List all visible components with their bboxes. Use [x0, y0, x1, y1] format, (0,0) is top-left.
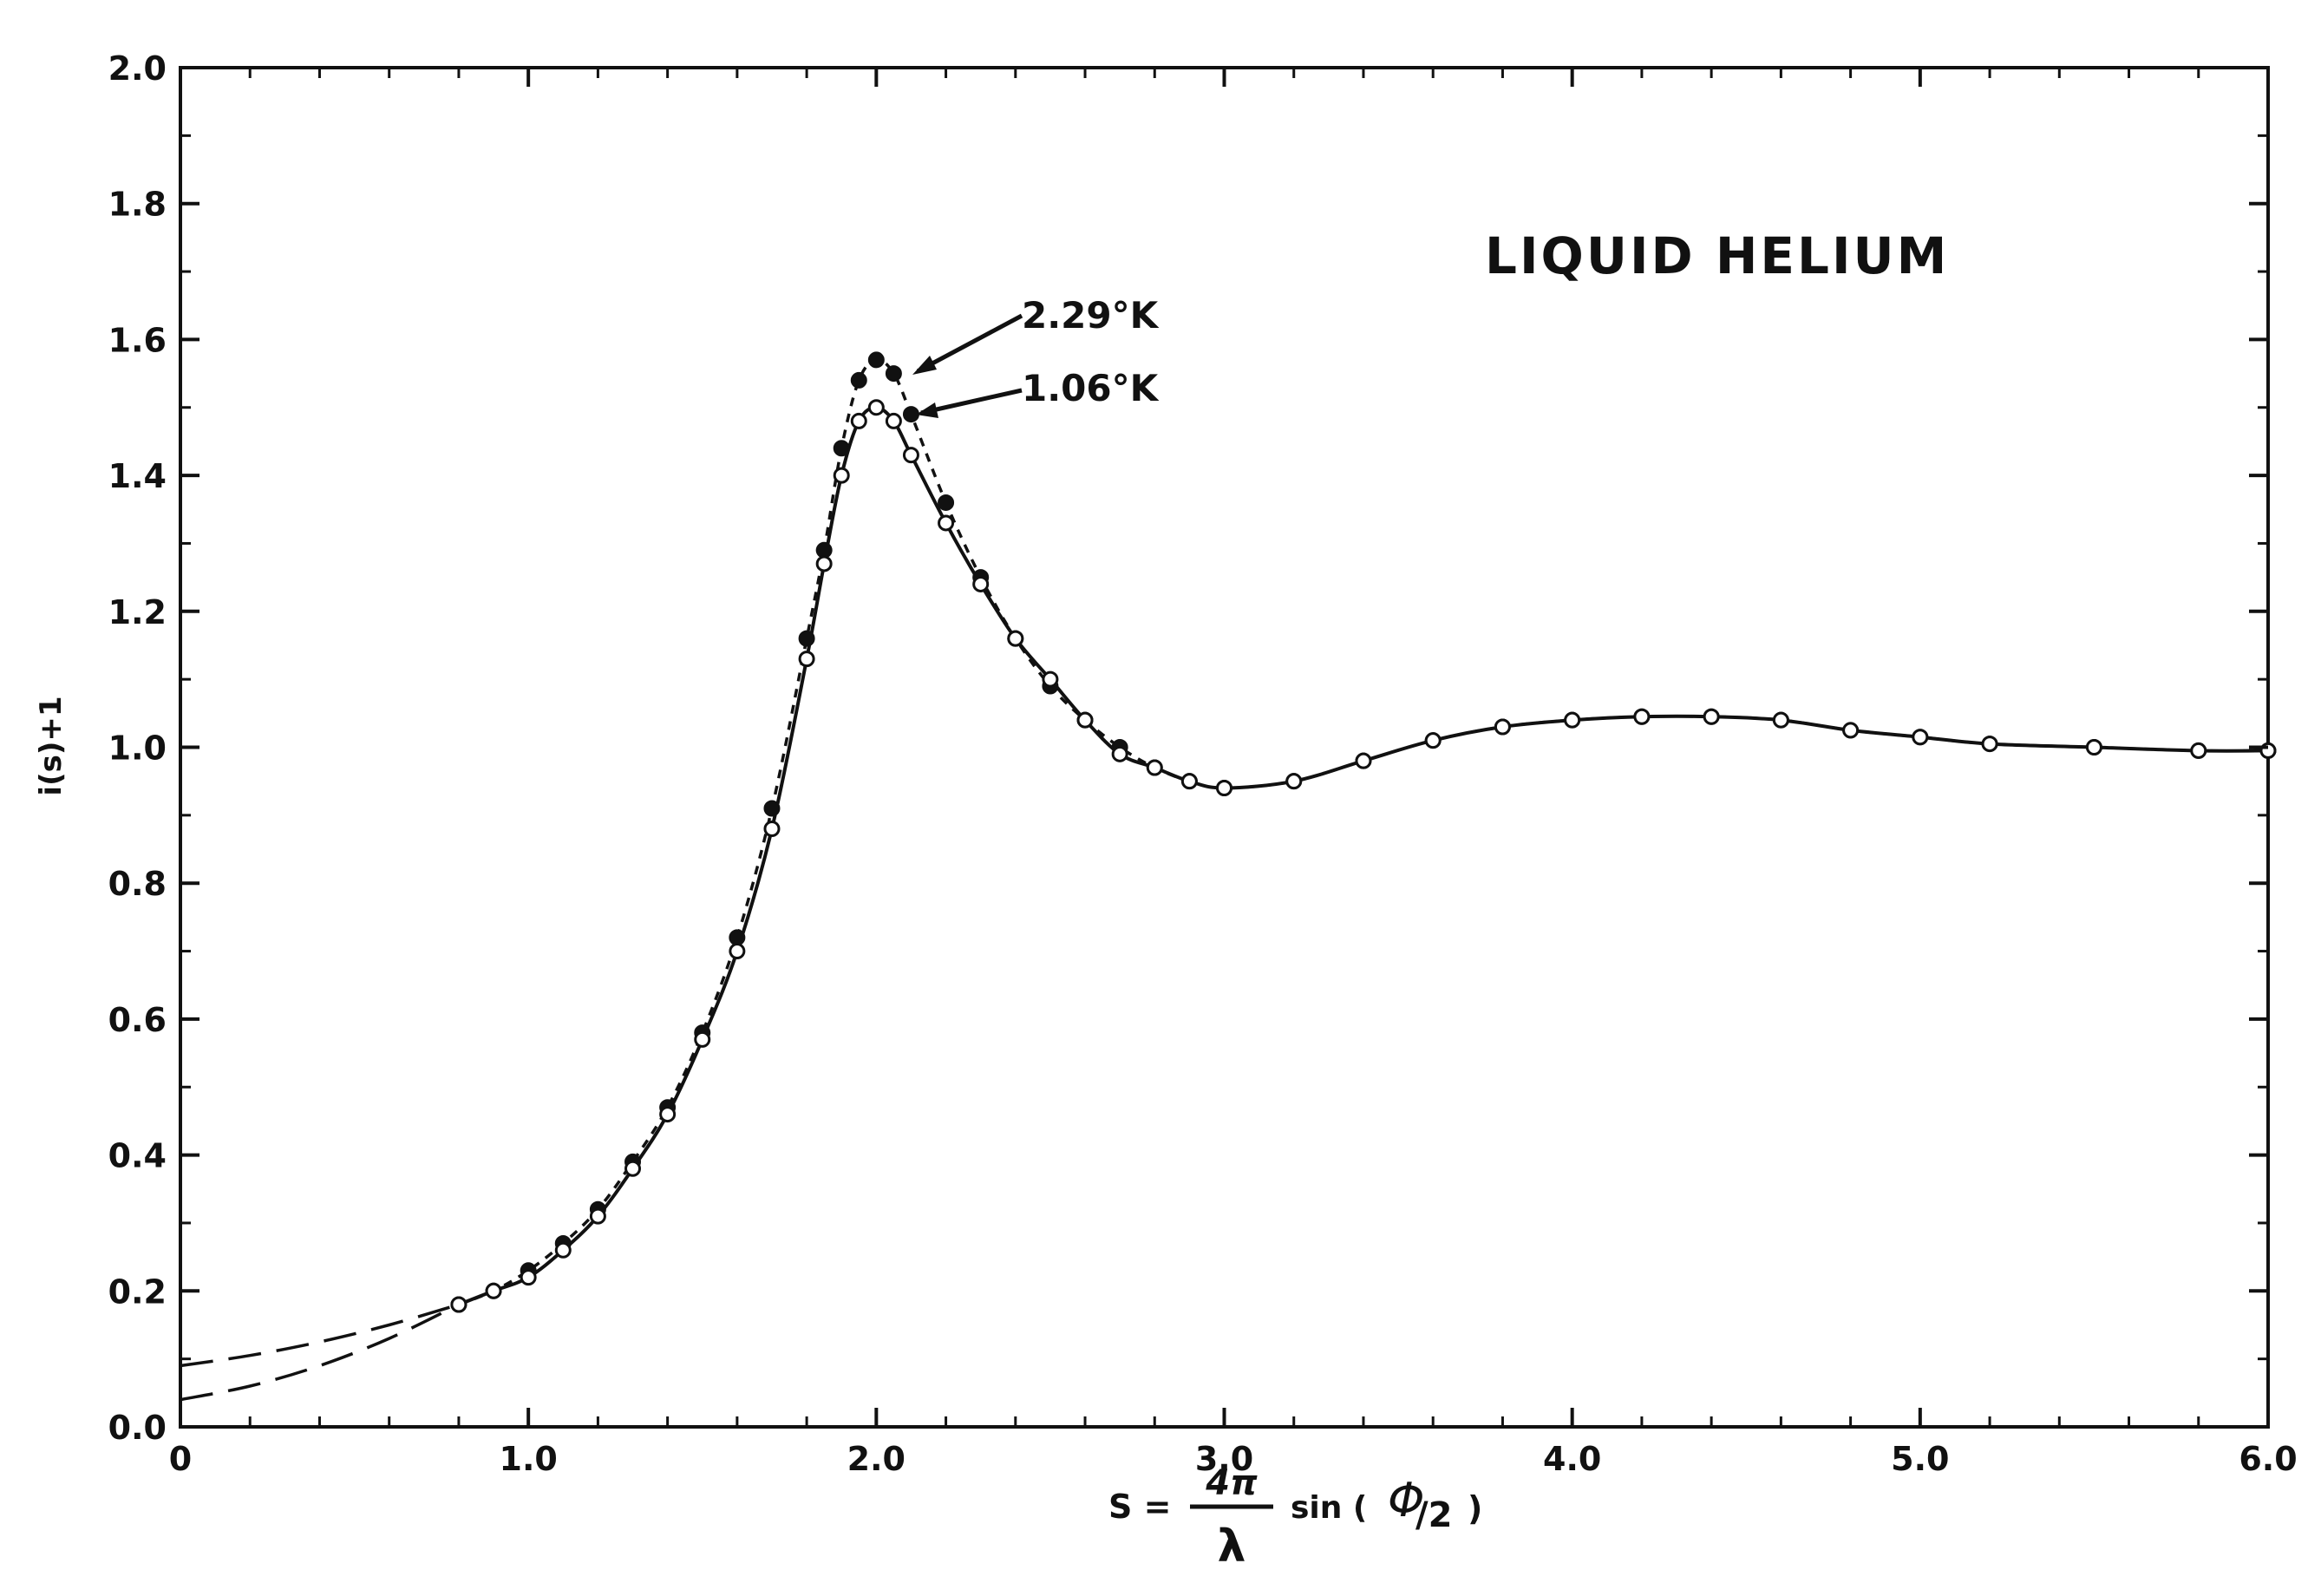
data-point-229K	[815, 541, 833, 559]
data-point-106K	[833, 467, 850, 484]
x-axis-label-denominator: λ	[1218, 1521, 1246, 1573]
x-axis-label-numerator: 4π	[1205, 1463, 1258, 1503]
data-point-106K	[659, 1106, 677, 1123]
data-point-106K	[694, 1030, 711, 1048]
tick-layer: 0 1.0 2.0 3.0 4.0 5.0 6.0 0.0 0.2 0.4 0.6 0.8 1.0 1.2…	[108, 49, 2298, 1478]
data-point-106K	[885, 412, 902, 429]
extrapolation-layer	[180, 1303, 460, 1402]
annotation-106K-arrow	[920, 388, 1023, 415]
annotation-229K-arrowhead	[912, 356, 937, 375]
data-point-106K	[2190, 742, 2207, 759]
data-point-106K	[972, 575, 990, 592]
data-point-106K	[1180, 773, 1198, 790]
series-line-229K	[458, 358, 2269, 1306]
data-point-106K	[1772, 711, 1789, 729]
data-point-106K	[1007, 630, 1024, 647]
data-point-229K	[885, 365, 902, 383]
data-point-106K	[1424, 732, 1442, 749]
extrapolation-line-1	[180, 1303, 460, 1402]
data-point-106K	[1564, 711, 1581, 729]
data-point-106K	[485, 1282, 502, 1299]
annotation-229K: 2.29°K	[912, 294, 1160, 375]
x-axis-label-slash-two: /2	[1415, 1495, 1452, 1535]
data-point-106K	[763, 821, 781, 838]
y-tick-label: 0.4	[108, 1137, 167, 1175]
data-point-229K	[833, 440, 850, 457]
data-point-106K	[729, 943, 746, 960]
data-point-106K	[1111, 745, 1128, 762]
data-point-106K	[2085, 739, 2102, 755]
data-point-229K	[867, 351, 885, 369]
annotation-106K: 1.06°K	[916, 367, 1160, 418]
y-tick-label: 1.0	[108, 729, 167, 768]
extrapolation-line-0	[180, 1303, 460, 1368]
data-point-229K	[763, 800, 781, 817]
y-tick-label: 0.0	[108, 1409, 167, 1447]
chart-title: LIQUID HELIUM	[1485, 226, 1949, 285]
y-tick-label: 1.2	[108, 593, 167, 631]
data-point-229K	[902, 406, 919, 423]
data-point-106K	[450, 1296, 467, 1313]
y-tick-label: 2.0	[108, 49, 167, 88]
data-point-229K	[938, 494, 955, 511]
data-point-106K	[1285, 773, 1303, 790]
data-point-229K	[798, 630, 815, 647]
data-point-106K	[1703, 708, 1720, 725]
data-point-106K	[1842, 722, 1860, 739]
y-tick-label: 1.4	[108, 457, 167, 495]
annotation-106K-arrowhead	[916, 402, 938, 418]
data-point-106K	[1042, 670, 1059, 688]
x-axis-label-phi: Φ	[1388, 1473, 1425, 1527]
x-tick-label: 3.0	[1195, 1440, 1253, 1478]
y-tick-label: 0.6	[108, 1001, 167, 1039]
data-point-106K	[867, 399, 885, 416]
x-tick-label: 0	[169, 1440, 192, 1478]
data-point-106K	[1981, 736, 1998, 753]
data-point-106K	[1355, 752, 1372, 769]
data-point-106K	[815, 555, 833, 572]
x-axis-label-close: )	[1468, 1489, 1482, 1527]
data-point-106K	[1076, 711, 1094, 729]
x-axis-label-function: sin (	[1291, 1490, 1367, 1526]
data-point-106K	[938, 514, 955, 532]
plot-frame	[179, 66, 2270, 1429]
data-point-106K	[1494, 718, 1511, 736]
annotation-106K-label: 1.06°K	[1022, 367, 1160, 409]
data-point-106K	[554, 1241, 572, 1259]
data-point-106K	[589, 1207, 606, 1225]
x-tick-label: 4.0	[1543, 1440, 1601, 1478]
x-axis-label: S = 4π λ sin ( Φ /2 )	[1108, 1463, 1482, 1573]
y-tick-label: 1.6	[108, 321, 167, 359]
data-point-106K	[624, 1160, 642, 1177]
y-tick-label: 1.8	[108, 186, 167, 224]
y-tick-label: 0.8	[108, 865, 167, 903]
series-line-106K	[458, 405, 2269, 1306]
x-tick-label: 2.0	[847, 1440, 906, 1478]
x-tick-label: 1.0	[500, 1440, 558, 1478]
data-point-106K	[520, 1269, 537, 1286]
series-layer	[458, 358, 2269, 1306]
y-tick-label: 0.2	[108, 1272, 167, 1311]
marker-layer	[450, 351, 2277, 1313]
data-point-106K	[1633, 708, 1651, 725]
data-point-106K	[902, 447, 919, 464]
data-point-106K	[798, 651, 815, 668]
x-tick-label: 6.0	[2239, 1440, 2297, 1478]
y-axis-label: i(s)+1	[34, 696, 69, 795]
data-point-106K	[850, 412, 867, 429]
data-point-106K	[1146, 759, 1163, 776]
annotation-229K-label: 2.29°K	[1022, 294, 1160, 337]
x-axis-label-prefix: S =	[1108, 1488, 1171, 1526]
data-point-106K	[1216, 780, 1232, 797]
data-point-229K	[850, 371, 867, 389]
x-tick-label: 5.0	[1891, 1440, 1949, 1478]
data-point-106K	[1912, 729, 1929, 746]
annotation-229K-arrow	[916, 313, 1023, 374]
data-point-229K	[729, 929, 746, 946]
